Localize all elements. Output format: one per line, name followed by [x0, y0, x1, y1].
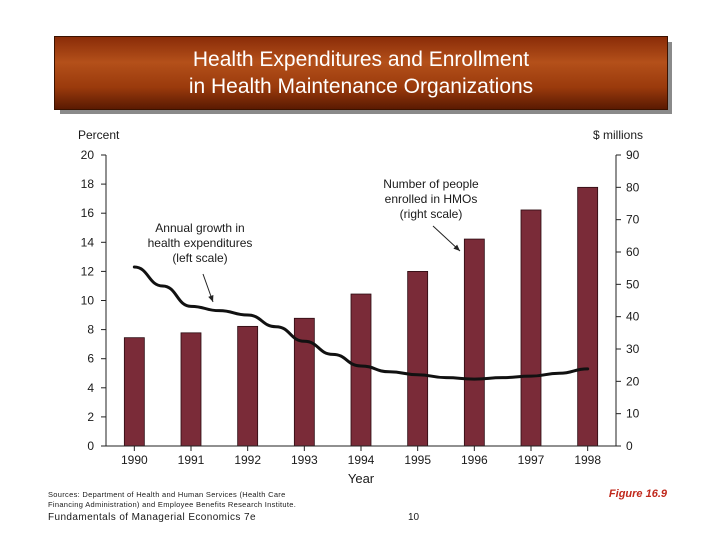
x-tick-label-1997: 1997	[518, 453, 545, 467]
right-tick-label-70: 70	[626, 213, 640, 227]
sources-note: Sources: Department of Health and Human …	[48, 490, 296, 510]
slide-title: Health Expenditures and Enrollment in He…	[54, 36, 668, 110]
bar-1991	[180, 332, 202, 447]
bar-1995	[407, 270, 429, 447]
annotation-hmo-line-3: (right scale)	[400, 207, 463, 221]
sources-line-2: Financing Administration) and Employee B…	[48, 500, 297, 509]
x-tick-label-1998: 1998	[574, 453, 601, 467]
right-tick-label-10: 10	[626, 407, 640, 421]
page-number: 10	[408, 512, 420, 523]
annotation-expenditure-line-1: Annual growth in	[155, 221, 244, 235]
x-tick-label-1996: 1996	[461, 453, 488, 467]
annotation-hmo-line-1: Number of people	[383, 177, 479, 191]
x-tick-label-1995: 1995	[404, 453, 431, 467]
left-tick-label-18: 18	[81, 177, 95, 191]
annotation-expenditure-line-3: (left scale)	[172, 251, 227, 265]
right-tick-label-90: 90	[626, 148, 640, 162]
left-tick-label-16: 16	[81, 206, 95, 220]
left-tick-label-14: 14	[81, 235, 95, 249]
x-tick-label-1992: 1992	[234, 453, 261, 467]
left-tick-label-6: 6	[87, 352, 94, 366]
annotation-hmo-line-2: enrolled in HMOs	[385, 192, 478, 206]
annotation-hmo-arrow-head	[453, 244, 460, 251]
title-line-1: Health Expenditures and Enrollment	[192, 48, 530, 71]
right-tick-label-30: 30	[626, 342, 640, 356]
bar-1992	[237, 325, 259, 447]
bar-1998	[577, 186, 599, 447]
right-tick-label-20: 20	[626, 374, 640, 388]
right-tick-label-50: 50	[626, 277, 640, 291]
bar-1990	[123, 337, 145, 447]
left-tick-label-10: 10	[81, 294, 95, 308]
bar-1996	[463, 238, 485, 447]
annotation-expenditure-line-2: health expenditures	[148, 236, 253, 250]
left-axis-title: Percent	[78, 128, 120, 142]
right-tick-label-40: 40	[626, 310, 640, 324]
bar-1993	[293, 317, 315, 447]
left-tick-label-12: 12	[81, 264, 95, 278]
footer-book-title: Fundamentals of Managerial Economics 7e	[48, 512, 256, 523]
right-tick-label-80: 80	[626, 180, 640, 194]
left-tick-label-2: 2	[87, 410, 94, 424]
bar-1994	[350, 293, 372, 447]
left-tick-label-8: 8	[87, 323, 94, 337]
expenditure-growth-line	[132, 265, 590, 381]
annotation-expenditure-arrow-head	[208, 295, 214, 302]
x-tick-label-1991: 1991	[178, 453, 205, 467]
x-tick-label-1994: 1994	[348, 453, 375, 467]
left-tick-label-4: 4	[87, 381, 94, 395]
figure-label: Figure 16.9	[608, 488, 667, 500]
right-tick-label-0: 0	[626, 439, 633, 453]
bar-1997	[520, 209, 542, 447]
left-tick-label-20: 20	[81, 148, 95, 162]
sources-line-1: Sources: Department of Health and Human …	[48, 490, 286, 499]
title-line-2: in Health Maintenance Organizations	[188, 75, 534, 98]
x-tick-label-1993: 1993	[291, 453, 318, 467]
x-tick-label-1990: 1990	[121, 453, 148, 467]
right-axis-title: $ millions	[593, 128, 643, 142]
x-axis-title: Year	[348, 471, 375, 486]
right-tick-label-60: 60	[626, 245, 640, 259]
left-tick-label-0: 0	[87, 439, 94, 453]
